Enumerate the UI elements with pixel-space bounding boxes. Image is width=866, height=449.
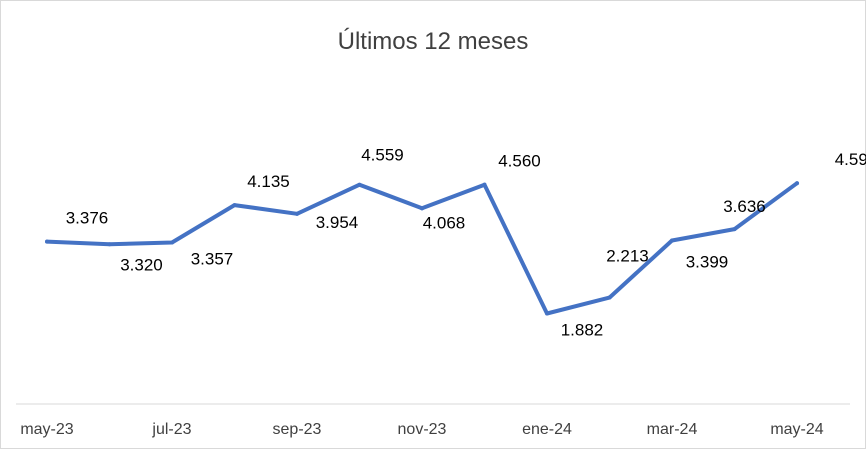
data-point [732, 227, 737, 232]
data-label: 3.320 [120, 255, 163, 274]
x-tick-label: may-23 [20, 421, 73, 438]
data-point [795, 181, 799, 186]
data-label: 1.882 [561, 320, 604, 339]
data-label: 4.068 [423, 213, 466, 232]
x-tick-label: sep-23 [273, 421, 322, 438]
data-point [482, 182, 487, 187]
x-tick-label: jul-23 [151, 421, 191, 438]
data-label: 4.560 [498, 152, 541, 171]
x-tick-label: nov-23 [398, 421, 447, 438]
data-label: 4.559 [361, 146, 404, 165]
x-tick-label: ene-24 [522, 421, 572, 438]
data-point [107, 242, 112, 247]
x-tick-label: may-24 [770, 421, 823, 438]
data-label: 2.213 [606, 247, 649, 266]
data-point [607, 295, 612, 300]
data-label: 3.636 [723, 197, 766, 216]
series-line [45, 181, 799, 316]
data-point [232, 203, 237, 208]
data-label: 4.590 [835, 150, 866, 169]
x-tick-label: mar-24 [647, 421, 698, 438]
data-point [45, 239, 49, 244]
data-point [670, 238, 674, 243]
data-point [295, 211, 299, 216]
data-label: 3.954 [316, 213, 359, 232]
data-point [170, 240, 174, 245]
data-label: 3.376 [66, 209, 109, 228]
data-point [545, 311, 549, 316]
data-point [420, 206, 424, 211]
data-point [357, 182, 362, 187]
data-label: 3.399 [686, 253, 729, 272]
data-label: 3.357 [191, 250, 234, 269]
chart-title: Últimos 12 meses [337, 28, 529, 55]
data-label: 4.135 [247, 172, 290, 191]
